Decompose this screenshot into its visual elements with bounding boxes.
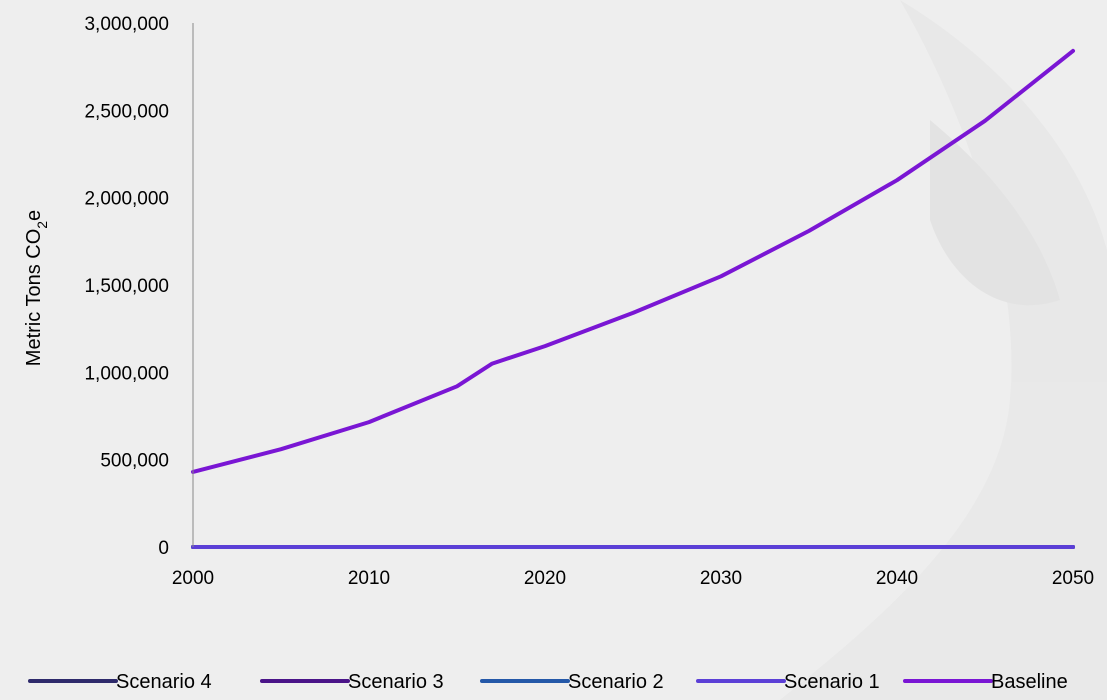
x-tick-label: 2040 [876,568,918,589]
y-axis-title-tail: e [23,210,45,221]
x-tick-label: 2050 [1052,568,1094,589]
x-tick-label: 2000 [172,568,214,589]
continent-shape [930,120,1060,306]
y-axis-title-subscript: 2 [34,221,50,229]
y-axis-title: Metric Tons CO2e [23,210,50,366]
background-watermark [780,0,1107,700]
x-tick-label: 2020 [524,568,566,589]
legend-label: Scenario 1 [784,671,880,693]
y-tick-label: 3,000,000 [84,14,169,35]
y-tick-label: 500,000 [100,451,169,472]
series-line-baseline [191,48,1075,474]
legend-label: Baseline [991,671,1068,693]
legend-label: Scenario 2 [568,671,664,693]
y-tick-label: 1,500,000 [84,276,169,297]
globe-shape [780,0,1107,700]
y-tick-label: 2,000,000 [84,189,169,210]
y-axis-ticks: 0 500,000 1,000,000 1,500,000 2,000,000 2,500… [84,14,169,559]
y-axis-title-main: Metric Tons CO [23,229,45,366]
plot-lines [191,48,1075,549]
y-tick-label: 2,500,000 [84,101,169,122]
x-tick-label: 2010 [348,568,390,589]
x-tick-label: 2030 [700,568,742,589]
y-tick-label: 1,000,000 [84,363,169,384]
y-tick-label: 0 [158,538,169,559]
x-axis-ticks: 2000 2010 2020 2030 2040 2050 [172,568,1094,589]
legend: Scenario 4 Scenario 3 Scenario 2 Scenario 1… [28,671,1068,693]
legend-label: Scenario 3 [348,671,444,693]
legend-label: Scenario 4 [116,671,212,693]
